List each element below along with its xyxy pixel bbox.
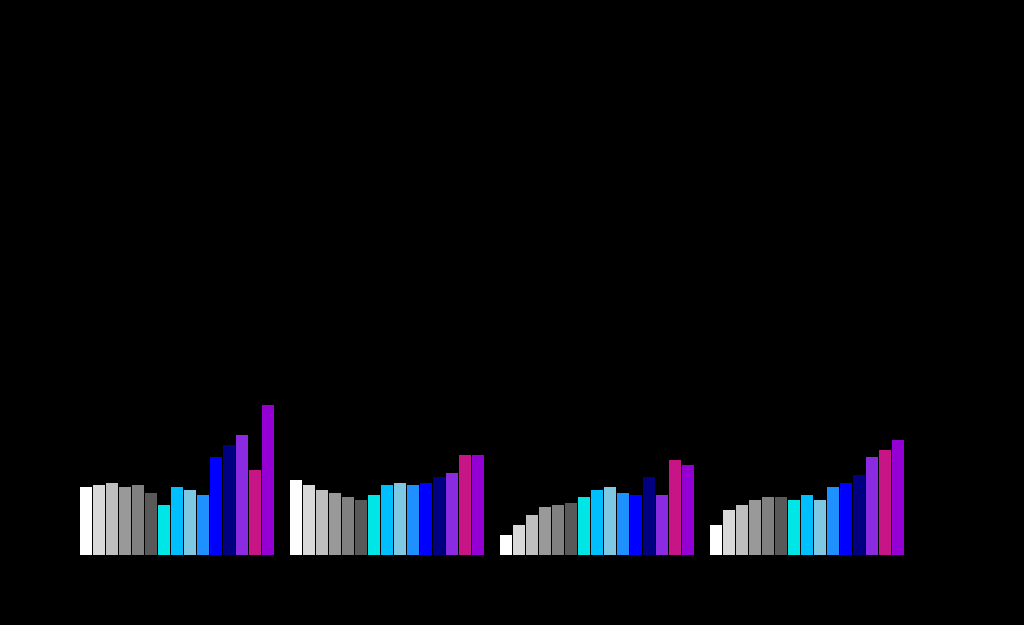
bar: [853, 475, 865, 555]
bar: [814, 500, 826, 555]
bar: [526, 515, 538, 555]
bar: [736, 505, 748, 555]
bar: [106, 483, 118, 555]
bar-group-2: [500, 554, 695, 555]
bar: [407, 485, 419, 555]
bar: [710, 525, 722, 555]
bar: [249, 470, 261, 555]
bar: [656, 495, 668, 555]
bar: [472, 455, 484, 555]
bar-group-1: [290, 554, 485, 555]
bar: [223, 445, 235, 555]
bar: [591, 490, 603, 555]
bar: [879, 450, 891, 555]
bar: [119, 487, 131, 555]
bar: [433, 477, 445, 555]
bar: [381, 485, 393, 555]
bar: [197, 495, 209, 555]
bar: [420, 483, 432, 555]
bar: [368, 495, 380, 555]
bar: [342, 497, 354, 555]
bar: [565, 503, 577, 555]
bar-chart-canvas: [0, 0, 1024, 625]
bar: [132, 485, 144, 555]
bar: [446, 473, 458, 555]
bar: [93, 485, 105, 555]
bar: [749, 500, 761, 555]
bar: [145, 493, 157, 555]
bar: [866, 457, 878, 555]
bar: [578, 497, 590, 555]
bar: [801, 495, 813, 555]
bar: [355, 500, 367, 555]
bar: [513, 525, 525, 555]
bar: [552, 505, 564, 555]
bar: [210, 457, 222, 555]
bar: [539, 507, 551, 555]
bar: [643, 477, 655, 555]
bar: [892, 440, 904, 555]
bar: [459, 455, 471, 555]
bar: [80, 487, 92, 555]
bar: [630, 495, 642, 555]
bar: [762, 497, 774, 555]
bar: [788, 500, 800, 555]
bar: [262, 405, 274, 555]
bar: [840, 483, 852, 555]
bar: [669, 460, 681, 555]
bar-group-0: [80, 554, 275, 555]
bar: [303, 485, 315, 555]
bar: [394, 483, 406, 555]
bar: [236, 435, 248, 555]
bar: [617, 493, 629, 555]
bar: [604, 487, 616, 555]
bar: [329, 493, 341, 555]
bar: [500, 535, 512, 555]
bar: [682, 465, 694, 555]
bar: [316, 490, 328, 555]
bar-group-3: [710, 554, 905, 555]
bar: [290, 480, 302, 555]
bar: [171, 487, 183, 555]
bar: [827, 487, 839, 555]
bar: [158, 505, 170, 555]
bar: [723, 510, 735, 555]
bar: [775, 497, 787, 555]
bar: [184, 490, 196, 555]
